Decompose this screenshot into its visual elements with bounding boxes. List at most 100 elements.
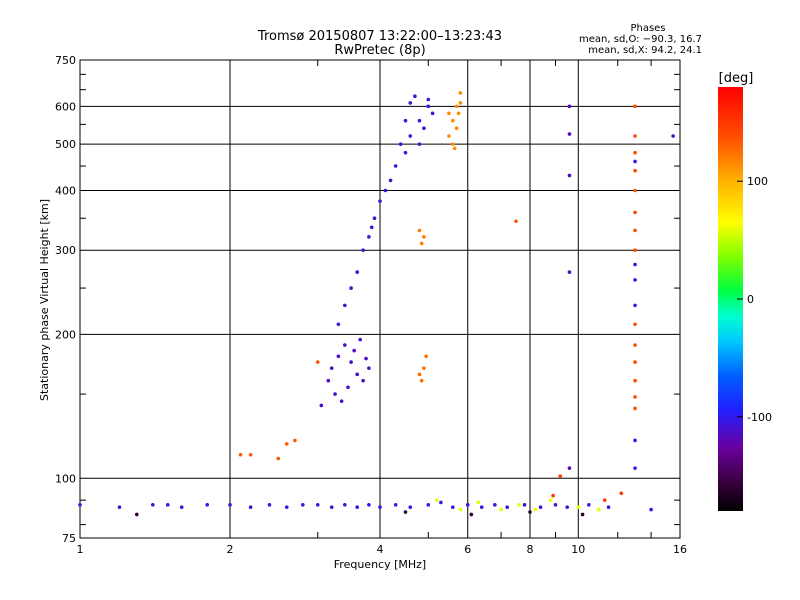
data-point	[343, 303, 347, 308]
data-point	[493, 503, 497, 507]
data-point	[548, 498, 553, 502]
x-tick-label: 1	[77, 543, 84, 556]
data-point	[151, 503, 155, 507]
x-tick-label: 16	[673, 543, 687, 556]
y-tick-label: 100	[55, 472, 76, 485]
data-point	[465, 503, 470, 507]
data-point	[364, 356, 368, 361]
data-point	[393, 164, 398, 168]
data-point	[633, 210, 637, 215]
data-point	[606, 505, 611, 509]
data-point	[413, 94, 417, 98]
data-point	[408, 505, 413, 509]
data-point	[456, 111, 461, 116]
data-point	[358, 337, 362, 342]
data-point	[451, 505, 455, 509]
data-point	[315, 360, 320, 364]
data-point	[567, 104, 572, 109]
data-point	[533, 507, 538, 512]
y-tick-label: 75	[62, 532, 76, 545]
y-ticks: 75 100 200 300 400 500 600 750	[55, 54, 680, 545]
data-point	[388, 178, 393, 183]
x-ticks: 1 2 4 6 8 10 16	[77, 60, 687, 556]
data-point	[355, 372, 359, 377]
data-point	[349, 360, 353, 364]
data-point	[671, 134, 675, 138]
data-point	[528, 510, 532, 514]
data-point	[329, 505, 334, 509]
colorbar-tick-label: 0	[747, 293, 754, 306]
x-axis-label: Frequency [MHz]	[334, 558, 426, 571]
x-tick-label: 8	[527, 543, 534, 556]
data-point	[333, 392, 337, 396]
data-point	[447, 111, 451, 116]
data-point	[633, 248, 637, 253]
data-point	[505, 505, 509, 509]
colorbar-label: [deg]	[719, 71, 754, 86]
data-point	[346, 385, 350, 390]
data-point	[398, 142, 403, 146]
data-point	[367, 235, 371, 239]
data-point	[469, 512, 474, 517]
data-point	[452, 146, 457, 151]
data-point	[408, 134, 413, 138]
data-point	[479, 505, 484, 509]
data-point	[361, 248, 365, 253]
data-point	[517, 503, 521, 507]
data-point	[339, 399, 344, 403]
data-point	[458, 507, 463, 512]
x-tick-label: 4	[377, 543, 384, 556]
data-point	[567, 466, 572, 470]
data-point	[393, 503, 398, 507]
data-point	[451, 142, 455, 146]
data-point	[378, 505, 382, 509]
data-point	[499, 507, 503, 512]
data-point	[633, 303, 637, 308]
data-point	[567, 173, 572, 178]
data-point	[633, 395, 637, 399]
data-point	[633, 134, 637, 138]
data-point	[372, 216, 377, 221]
colorbar-tick-label: 100	[747, 175, 768, 188]
data-point	[633, 406, 637, 411]
data-point	[349, 286, 353, 290]
data-point	[422, 235, 426, 239]
data-point	[454, 126, 459, 130]
x-tick-label: 6	[464, 543, 471, 556]
data-point	[367, 366, 371, 370]
x-tick-label: 2	[227, 543, 234, 556]
grid-lines	[80, 60, 680, 538]
data-point	[447, 134, 451, 138]
data-point	[403, 510, 408, 514]
data-point	[576, 505, 581, 509]
data-point	[597, 507, 601, 512]
data-point	[565, 505, 569, 509]
data-point	[567, 132, 572, 136]
data-point	[426, 503, 431, 507]
data-point	[522, 503, 527, 507]
stats-line-o: mean, sd,O: −90.3, 16.7	[579, 34, 702, 45]
y-tick-label: 750	[55, 54, 76, 67]
data-point	[430, 111, 435, 116]
data-point	[238, 452, 243, 457]
data-point	[439, 500, 443, 505]
data-point	[408, 101, 413, 105]
data-point	[248, 505, 253, 509]
data-point	[355, 270, 359, 274]
data-point	[419, 378, 424, 383]
data-point	[633, 360, 637, 364]
stats-heading: Phases	[630, 23, 665, 34]
data-point	[633, 150, 637, 155]
data-point	[424, 354, 428, 359]
data-point	[165, 503, 170, 507]
data-point	[326, 378, 331, 383]
data-point	[633, 159, 637, 164]
data-point	[619, 491, 624, 496]
data-point	[284, 505, 289, 509]
data-point	[514, 219, 518, 224]
data-point	[633, 466, 637, 470]
data-point	[355, 505, 359, 509]
data-point	[293, 438, 297, 443]
data-point	[336, 354, 341, 359]
